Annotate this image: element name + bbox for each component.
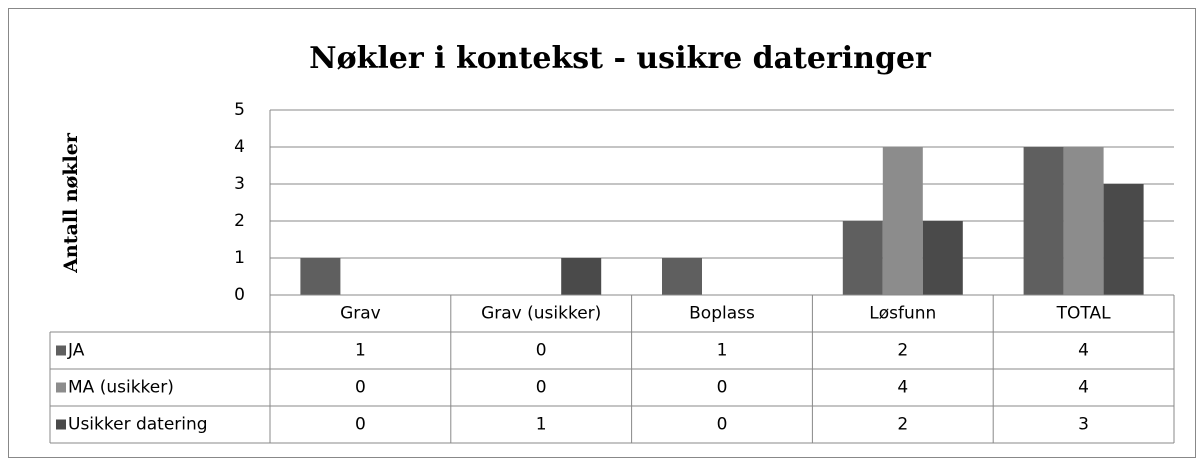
legend-swatch xyxy=(56,419,66,430)
bar xyxy=(922,221,963,295)
bar xyxy=(561,258,602,295)
table-value: 1 xyxy=(355,341,366,361)
y-tick-label: 1 xyxy=(234,248,245,268)
legend-swatch xyxy=(56,382,66,393)
y-tick-label: 5 xyxy=(234,100,245,120)
legend-label: MA (usikker) xyxy=(68,378,174,398)
table-value: 1 xyxy=(536,415,547,435)
chart-border xyxy=(8,8,1196,458)
table-value: 0 xyxy=(536,378,547,398)
legend-label: Usikker datering xyxy=(68,415,208,435)
bar xyxy=(882,147,923,295)
bar xyxy=(842,221,883,295)
table-value: 2 xyxy=(897,415,908,435)
table-value: 0 xyxy=(355,378,366,398)
y-tick-label: 2 xyxy=(234,211,245,231)
bar xyxy=(1103,184,1144,295)
x-tick-label: Grav (usikker) xyxy=(481,304,601,324)
bar xyxy=(300,258,341,295)
y-tick-label: 0 xyxy=(234,285,245,305)
y-axis-title: Antall nøkler xyxy=(60,132,82,274)
x-tick-label: TOTAL xyxy=(1056,304,1111,324)
table-value: 0 xyxy=(717,378,728,398)
table-value: 2 xyxy=(897,341,908,361)
legend-label: JA xyxy=(67,341,85,361)
table-value: 4 xyxy=(1078,378,1089,398)
table-value: 0 xyxy=(536,341,547,361)
y-tick-label: 4 xyxy=(234,137,245,157)
table-value: 0 xyxy=(355,415,366,435)
bar xyxy=(1023,147,1064,295)
table-value: 3 xyxy=(1078,415,1089,435)
table-value: 4 xyxy=(1078,341,1089,361)
bar xyxy=(1063,147,1104,295)
y-tick-label: 3 xyxy=(234,174,245,194)
x-tick-label: Løsfunn xyxy=(869,304,936,324)
x-tick-label: Grav xyxy=(340,304,381,324)
table-value: 4 xyxy=(897,378,908,398)
x-tick-label: Boplass xyxy=(689,304,755,324)
table-value: 1 xyxy=(717,341,728,361)
bar xyxy=(662,258,702,295)
legend-swatch xyxy=(56,345,66,356)
chart-title: Nøkler i kontekst - usikre dateringer xyxy=(309,41,932,76)
table-value: 0 xyxy=(717,415,728,435)
